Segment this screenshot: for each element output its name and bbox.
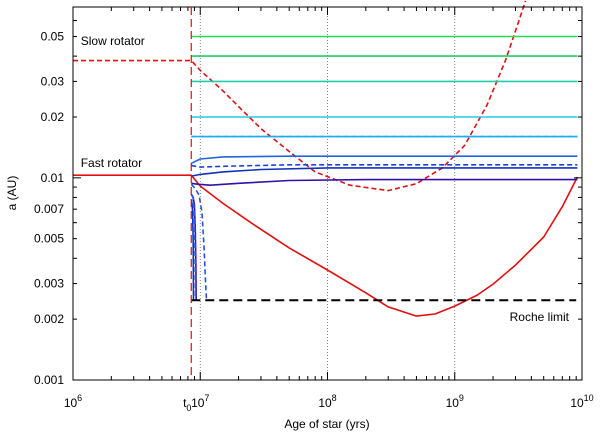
t0-label: t0 <box>183 396 191 413</box>
axis-ticks <box>72 6 582 381</box>
x-tick-label: 108 <box>318 393 336 410</box>
slow-rotator-label: Slow rotator <box>81 34 145 48</box>
fast-rotator-label: Fast rotator <box>81 156 142 170</box>
y-tick-label: 0.001 <box>34 373 64 387</box>
series-line-13 <box>190 183 208 301</box>
series-line-9 <box>190 155 578 165</box>
y-tick-label: 0.002 <box>34 312 64 326</box>
t0-marker: t0 <box>183 7 192 413</box>
series-line-12 <box>191 178 578 186</box>
y-tick-label: 0.007 <box>34 202 64 216</box>
x-tick-label: 109 <box>446 393 464 410</box>
y-tick-label: 0.01 <box>41 171 65 185</box>
series-line-11 <box>191 167 578 177</box>
y-axis-title: a (AU) <box>5 176 19 211</box>
plot-series <box>73 0 579 317</box>
series-line-2 <box>73 174 579 317</box>
y-tick-label: 0.03 <box>41 74 65 88</box>
y-tick-label: 0.003 <box>34 277 64 291</box>
grid-lines <box>199 7 456 380</box>
y-tick-label: 0.005 <box>34 232 64 246</box>
x-tick-label: 1010 <box>570 393 593 410</box>
series-line-16 <box>190 199 195 301</box>
y-tick-label: 0.05 <box>41 30 65 44</box>
x-tick-labels: 106 107 108 109 1010 <box>64 393 594 410</box>
series-line-15 <box>191 194 197 301</box>
x-tick-label: 107 <box>191 393 209 410</box>
x-tick-label: 106 <box>64 393 82 410</box>
y-tick-labels: 0.001 0.002 0.003 0.005 0.007 0.01 0.02 0.03 0.0… <box>34 30 64 387</box>
roche-limit-label: Roche limit <box>510 310 570 324</box>
series-line-10 <box>191 164 578 168</box>
series-line-1 <box>73 0 527 192</box>
y-tick-label: 0.02 <box>41 110 65 124</box>
x-axis-title: Age of star (yrs) <box>284 417 369 431</box>
